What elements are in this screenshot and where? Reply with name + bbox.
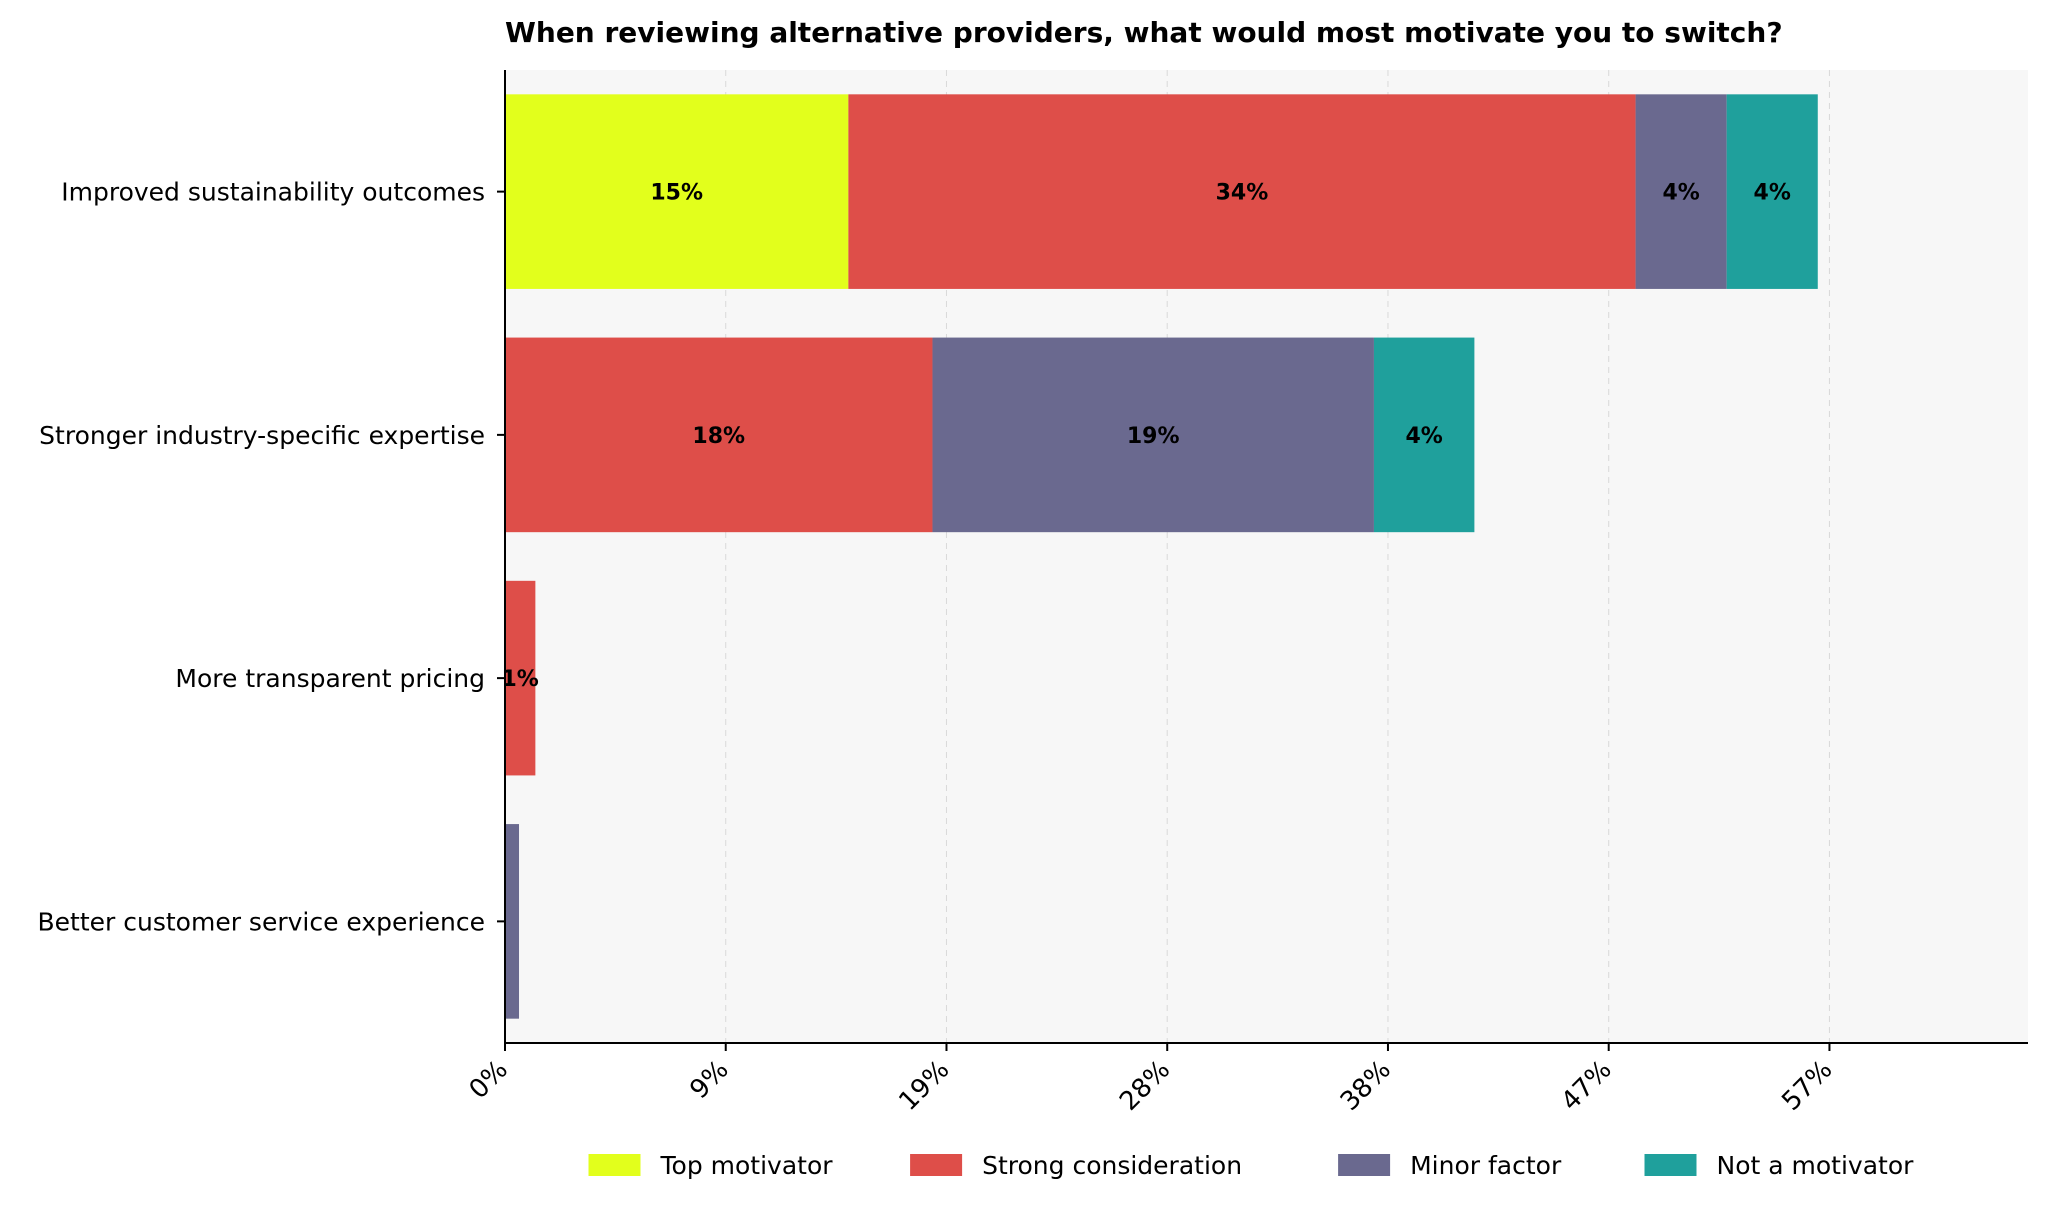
x-tick-label: 57% bbox=[1776, 1055, 1838, 1117]
legend-swatch bbox=[1644, 1154, 1697, 1176]
legend-label: Minor factor bbox=[1410, 1151, 1562, 1180]
bar-segment bbox=[848, 94, 1636, 289]
bar-segment bbox=[505, 580, 536, 776]
category-label: Better customer service experience bbox=[38, 907, 485, 936]
x-tick-label: 9% bbox=[684, 1055, 734, 1105]
category-label: More transparent pricing bbox=[175, 664, 485, 693]
y-ticks: Improved sustainability outcomes Stronger… bbox=[38, 178, 505, 936]
value-label: 4% bbox=[1405, 424, 1442, 449]
bar-segment bbox=[505, 94, 849, 289]
category-label: Improved sustainability outcomes bbox=[61, 178, 485, 207]
value-label: 15% bbox=[650, 181, 703, 206]
x-tick-label: 19% bbox=[893, 1055, 955, 1117]
legend-label: Top motivator bbox=[660, 1151, 834, 1180]
category-label: Stronger industry-specific expertise bbox=[39, 421, 485, 450]
legend-label: Strong consideration bbox=[982, 1151, 1242, 1180]
x-tick-label: 0% bbox=[464, 1055, 514, 1105]
value-label: 4% bbox=[1754, 181, 1791, 206]
value-label: 34% bbox=[1216, 181, 1269, 206]
bar-segment bbox=[1726, 94, 1818, 289]
value-labels: 15% 34% 4% 4% 18% 19% 4% 1% bbox=[502, 181, 1791, 693]
x-tick-label: 47% bbox=[1556, 1055, 1618, 1117]
value-label: 19% bbox=[1127, 424, 1180, 449]
bar-segment bbox=[505, 824, 520, 1019]
value-label: 1% bbox=[502, 667, 539, 692]
chart-title: When reviewing alternative providers, wh… bbox=[505, 16, 1783, 49]
bar-segment bbox=[1373, 337, 1475, 533]
bars bbox=[505, 94, 1818, 1019]
x-ticks: 0% 9% 19% 28% 38% 47% 57% bbox=[464, 1043, 1838, 1117]
grid bbox=[725, 70, 1830, 1043]
bar-segment bbox=[932, 337, 1374, 533]
value-label: 18% bbox=[692, 424, 745, 449]
legend-swatch bbox=[588, 1154, 641, 1176]
legend-swatch bbox=[910, 1154, 963, 1176]
legend-swatch bbox=[1338, 1154, 1391, 1176]
bar-segment bbox=[505, 337, 933, 533]
value-label: 4% bbox=[1662, 181, 1699, 206]
legend-label: Not a motivator bbox=[1717, 1151, 1915, 1180]
legend: Top motivator Strong consideration Minor f… bbox=[588, 1151, 1915, 1180]
x-tick-label: 28% bbox=[1114, 1055, 1176, 1117]
x-tick-label: 38% bbox=[1335, 1055, 1397, 1117]
bar-segment bbox=[1635, 94, 1727, 289]
